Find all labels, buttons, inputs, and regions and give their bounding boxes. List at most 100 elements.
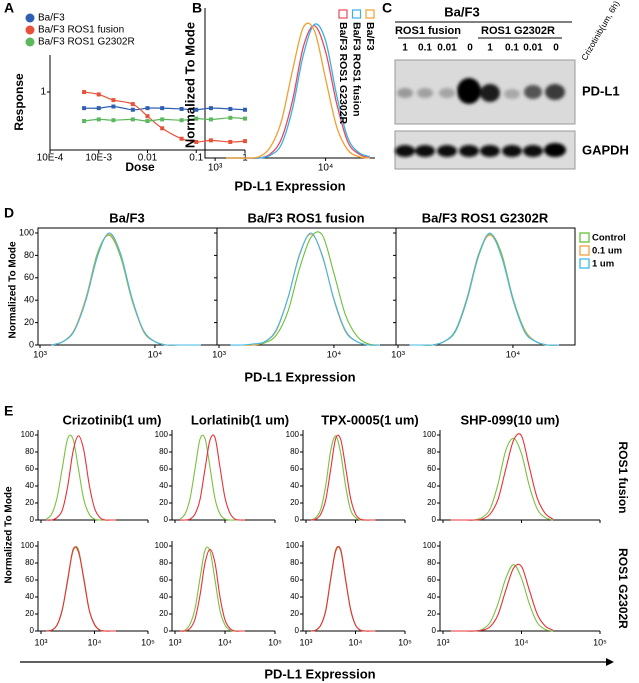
lane-label: 1 [402,43,408,54]
y-axis-label: Normalized To Mode [8,241,19,338]
x-tick-label: 10³ [391,350,405,361]
marker [96,92,101,97]
panel-title: SHP-099(10 um) [461,412,560,427]
axis [49,55,245,151]
marker [194,107,199,112]
y-tick-label: 20 [159,609,168,618]
band [502,145,522,157]
lane-label: 0.1 [418,43,432,54]
curve [51,232,201,346]
panel-label: C [382,0,392,16]
x-tick-label: 10³ [212,350,226,361]
curve [46,546,116,632]
curve [179,548,245,632]
marker [208,138,213,143]
y-tick-label: 80 [427,447,436,456]
panel-label: A [4,0,14,16]
legend-label: Ba/F3 [364,22,376,51]
y-tick-label: 40 [25,481,34,490]
marker [160,106,165,111]
y-tick-label: 40 [25,592,34,601]
row-label: ROS1 fusion [616,441,630,513]
y-tick-label: 40 [290,592,299,601]
curve [450,433,554,521]
y-tick-label: 100 [155,430,169,439]
lane-label: 1 [487,43,493,54]
lane-label: 0 [553,43,559,54]
y-tick-label: 20 [427,498,436,507]
band [544,143,566,157]
curve [179,434,245,521]
curve [409,233,559,346]
y-tick-label: 0 [30,626,35,635]
x-tick-label: 10E-3 [85,153,112,164]
y-tick-label: 80 [159,447,168,456]
y-tick-label: 60 [159,575,168,584]
y-tick-label: 20 [159,498,168,507]
panel-label: D [4,205,14,221]
curve [226,22,370,159]
y-tick-label: 20 [290,498,299,507]
x-tick-label: 10⁴ [88,637,102,647]
marker [179,106,184,111]
band [397,88,413,98]
band [523,145,543,157]
curve [84,105,246,111]
curve [230,231,380,346]
curve [46,546,116,632]
lane-label: 0.1 [505,43,519,54]
y-tick-label: 60 [290,464,299,473]
y-tick-label: 80 [24,250,34,260]
x-tick-label: 10E-4 [37,153,64,164]
y-tick-label: 80 [25,447,34,456]
band [395,145,415,157]
x-tick-label: 10⁴ [318,163,333,174]
y-tick-label: 20 [24,317,34,327]
y-tick-label: 40 [290,481,299,490]
axis [302,541,405,632]
y-tick-label: 100 [423,541,437,550]
bands [397,78,565,104]
marker [111,104,116,109]
y-tick-label: 60 [24,272,34,282]
band [415,145,435,157]
legend-label: 1 um [592,259,614,270]
y-axis-label: Normalized To Mode [4,486,15,583]
curve [450,564,554,632]
x-tick-label: 10³ [436,637,449,647]
legend-marker [351,9,362,19]
y-axis-label: Response [12,73,26,131]
y-tick-label: 0 [164,626,169,635]
legend-marker [579,258,590,269]
curve [46,435,116,521]
y-tick-label: 80 [290,447,299,456]
legend-marker [25,25,35,35]
curve [409,234,559,346]
marker [111,118,116,123]
legend-marker [25,37,35,47]
band [545,84,565,100]
y-tick-label: 60 [159,464,168,473]
y-tick-label: 40 [427,592,436,601]
curve [51,233,201,346]
marker [228,115,233,120]
x-tick-label: 0.1 [189,153,203,164]
curve [310,434,376,521]
curve [45,434,116,521]
x-axis-label: PD-L1 Expression [244,369,355,384]
bands [395,143,566,157]
panel-title: TPX-0005(1 um) [321,412,419,427]
marker [194,139,199,144]
marker [145,114,150,119]
marker [194,116,199,121]
y-tick-label: 100 [286,541,300,550]
y-tick-label: 20 [25,498,34,507]
lane-label: 0 [467,43,473,54]
band [480,84,500,102]
treatment-label: Crizotinib(um, 6h) [579,0,621,62]
band [480,145,500,157]
panel-title: Ba/F3 [109,210,144,225]
y-tick-label: 60 [290,575,299,584]
y-tick-label: 0 [295,515,300,524]
